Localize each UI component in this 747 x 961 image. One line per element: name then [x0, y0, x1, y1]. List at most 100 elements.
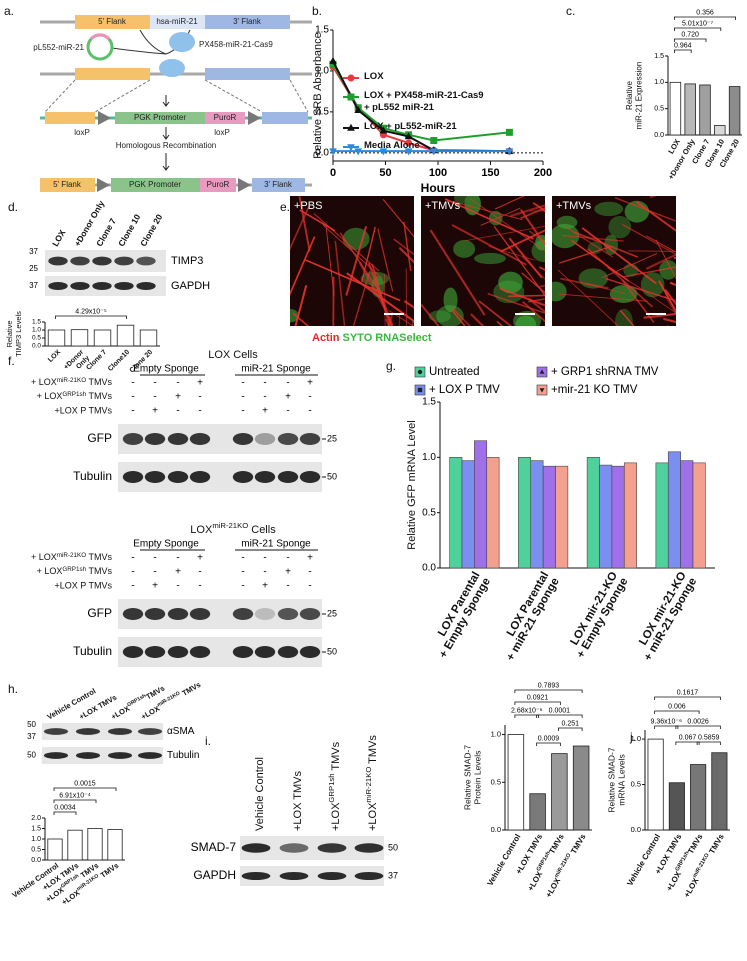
- label-part: TMVs: [86, 391, 112, 401]
- sign: +: [175, 567, 181, 578]
- puror-block: [200, 178, 236, 192]
- data-point: [354, 106, 363, 114]
- legend-marker: [347, 93, 355, 101]
- label-part: TMVs: [179, 680, 203, 699]
- row-label-group: +LOX P TMVs: [55, 405, 113, 415]
- lane-label: Clone 7: [94, 216, 118, 248]
- y-axis-label: Relative GFP mRNA Level: [406, 420, 418, 549]
- blot-band: [232, 608, 254, 620]
- stain-name: Actin: [312, 332, 340, 344]
- actin-fiber: [522, 301, 545, 323]
- panel-label: f.: [8, 354, 15, 368]
- significance-bracket: [514, 714, 540, 718]
- sign: -: [263, 392, 266, 403]
- actin-fiber: [508, 294, 545, 298]
- blot-band: [241, 843, 271, 853]
- mw-marker: 37: [388, 870, 398, 880]
- nucleus-signal: [659, 260, 676, 280]
- actin-fiber: [528, 298, 545, 303]
- y-tick-label: 1.0: [32, 327, 41, 334]
- sign: +: [285, 392, 291, 403]
- block-title: LOX Cells: [208, 349, 258, 361]
- blot-band: [70, 282, 90, 290]
- blot-label: αSMA: [167, 726, 195, 737]
- p-value: 5.01x10⁻⁷: [682, 20, 714, 27]
- y-tick-label: 0.0: [491, 825, 501, 834]
- nucleus-signal: [515, 315, 537, 326]
- actin-fiber: [345, 226, 368, 296]
- cas9: [159, 59, 185, 77]
- promoter-block: [111, 178, 200, 192]
- blot-label: GAPDH: [171, 280, 210, 292]
- mw-marker: 50: [27, 751, 36, 760]
- actin-fiber: [527, 297, 545, 314]
- legend-label: +mir-21 KO TMV: [551, 384, 638, 396]
- blot-band: [107, 752, 133, 759]
- bar: [699, 84, 711, 136]
- actin-fiber: [398, 313, 401, 326]
- homology-lines: [44, 79, 309, 113]
- row-label-group: + LOXGRP1sh TMVs: [37, 391, 113, 402]
- actin-fiber: [571, 240, 629, 282]
- actin-fiber: [469, 198, 545, 252]
- legend-entry: LOX + pL552-miR-21: [364, 121, 457, 132]
- actin-fiber: [352, 270, 371, 326]
- label-part: + LOX: [31, 552, 57, 562]
- y-tick-label: 1.0: [654, 79, 664, 86]
- sign: -: [176, 406, 179, 417]
- actin-fiber: [581, 227, 657, 285]
- y-axis-label-group: Relative GFP mRNA Level: [406, 420, 418, 549]
- blot-band: [167, 471, 189, 483]
- actin-fiber: [605, 277, 676, 302]
- blot-band: [254, 646, 276, 658]
- significance-bracket: [536, 742, 561, 746]
- bar: [692, 462, 706, 569]
- panel-label: d.: [8, 200, 18, 214]
- y-tick-label: 0.0: [654, 132, 664, 139]
- actin-fiber: [658, 280, 676, 314]
- bar: [107, 829, 123, 861]
- stain-name: SYTO RNASelect: [343, 332, 432, 344]
- blot-band: [75, 728, 101, 735]
- y-tick-label: 0.5: [315, 107, 329, 118]
- legend-entry: LOX + PX458-miR-21-Cas9 + pL552 miR-21: [364, 90, 484, 113]
- legend-label: + LOX P TMV: [429, 384, 500, 396]
- panel-label: g.: [386, 359, 396, 373]
- sign: -: [263, 553, 266, 564]
- bar: [530, 460, 544, 569]
- image-label: +PBS: [294, 200, 322, 212]
- sign: +: [152, 581, 158, 592]
- nucleus-signal: [552, 281, 567, 302]
- block-title-group: LOXmiR-21KO Cells: [190, 521, 276, 536]
- nucleus-signal: [464, 196, 481, 216]
- y-tick-label: 1.5: [315, 25, 329, 36]
- y-tick-label: 0.0: [32, 343, 41, 350]
- actin-fiber: [451, 306, 471, 326]
- y-axis-label: Relative SRB Absorbance: [312, 32, 324, 159]
- bar: [542, 465, 556, 569]
- data-point: [379, 148, 388, 156]
- actin-fiber: [325, 226, 335, 297]
- actin-fiber: [412, 320, 414, 326]
- sign: -: [198, 581, 201, 592]
- bar: [87, 828, 103, 861]
- blot-band: [122, 646, 144, 658]
- bar: [728, 86, 741, 136]
- actin-fiber: [669, 281, 676, 287]
- mw-marker: 25: [327, 608, 337, 618]
- label-part: TMVs: [547, 832, 566, 855]
- actin-fiber: [645, 253, 676, 270]
- loxp-site: [238, 178, 251, 192]
- actin-fiber: [478, 300, 513, 326]
- label-part: TMVs: [86, 566, 112, 576]
- bar: [680, 460, 694, 569]
- actin-fiber: [470, 313, 485, 326]
- legend-label: Media Alone: [364, 140, 420, 151]
- x-tick-label: Vehicle Control: [486, 833, 523, 888]
- x-tick-label: 200: [534, 167, 552, 179]
- sign: -: [241, 567, 244, 578]
- y-axis-label: miR-21 Expression: [635, 62, 644, 130]
- blot-band: [75, 752, 101, 759]
- actin-fiber: [500, 229, 545, 253]
- mw-marker: 50: [27, 720, 36, 729]
